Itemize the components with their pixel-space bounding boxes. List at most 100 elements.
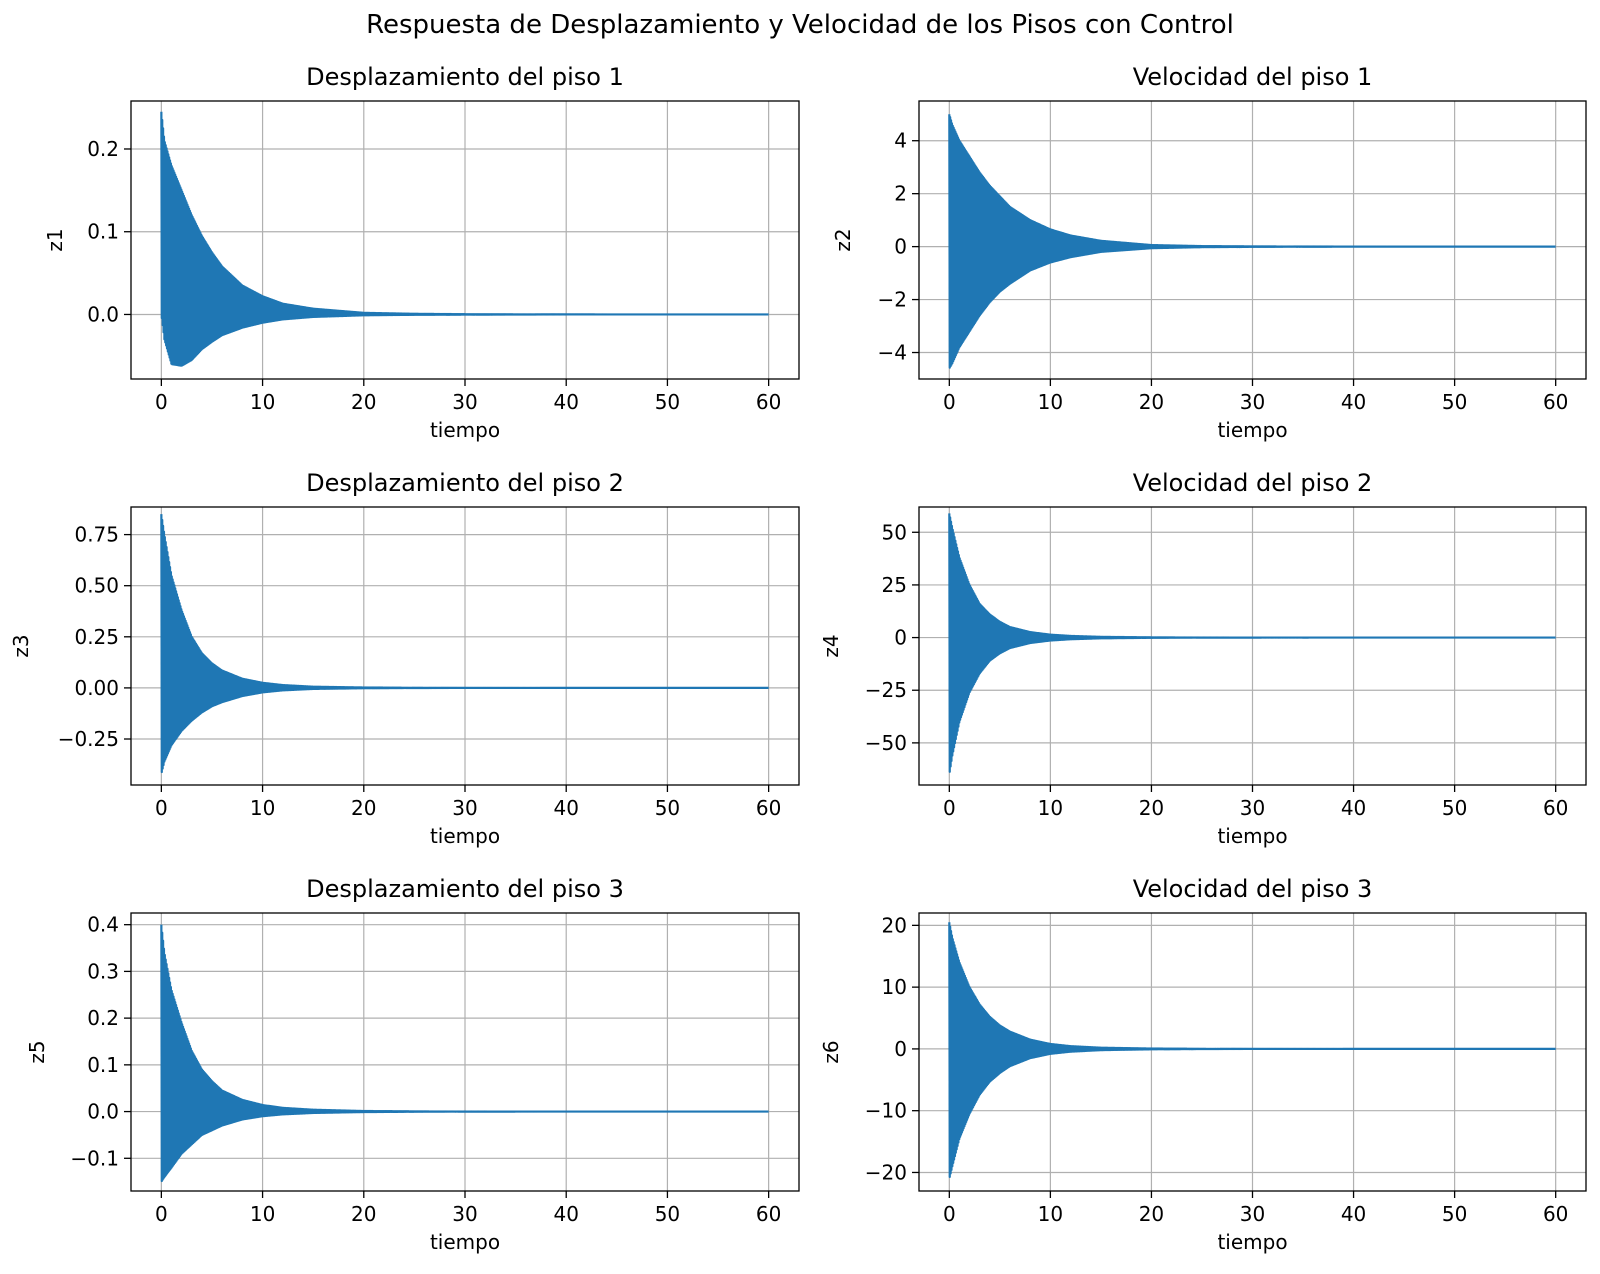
x-tick-label: 0 xyxy=(155,1202,168,1226)
y-tick-label: 0.1 xyxy=(87,1053,119,1077)
y-tick-label: 10 xyxy=(882,975,907,999)
x-tick-label: 50 xyxy=(1442,796,1467,820)
x-tick-label: 40 xyxy=(553,796,578,820)
x-tick-label: 40 xyxy=(553,1202,578,1226)
x-tick-label: 20 xyxy=(1139,1202,1164,1226)
x-tick-label: 50 xyxy=(655,1202,680,1226)
x-tick-label: 60 xyxy=(756,1202,781,1226)
x-axis-label: tiempo xyxy=(1217,824,1287,848)
series-line-z5 xyxy=(160,924,770,1183)
x-tick-label: 0 xyxy=(155,390,168,414)
x-tick-label: 30 xyxy=(452,1202,477,1226)
y-tick-label: 0.4 xyxy=(87,913,119,937)
x-tick-label: 30 xyxy=(452,796,477,820)
x-tick-label: 50 xyxy=(655,796,680,820)
x-tick-label: 10 xyxy=(250,1202,275,1226)
y-tick-label: 0.00 xyxy=(74,676,119,700)
x-tick-label: 20 xyxy=(1139,390,1164,414)
x-tick-label: 40 xyxy=(1341,1202,1366,1226)
subplot-title: Velocidad del piso 1 xyxy=(1133,63,1373,91)
x-axis-label: tiempo xyxy=(430,1230,500,1254)
y-axis-label: z4 xyxy=(819,634,843,657)
x-tick-label: 0 xyxy=(943,1202,956,1226)
y-tick-label: 0.0 xyxy=(87,1100,119,1124)
x-tick-label: 40 xyxy=(1341,796,1366,820)
x-tick-label: 30 xyxy=(452,390,477,414)
x-tick-label: 30 xyxy=(1240,390,1265,414)
subplot-title: Velocidad del piso 3 xyxy=(1133,875,1373,903)
y-tick-label: −2 xyxy=(878,288,907,312)
y-tick-label: 0 xyxy=(894,235,907,259)
y-tick-label: 0.0 xyxy=(87,302,119,326)
y-tick-label: 0.3 xyxy=(87,959,119,983)
x-tick-label: 40 xyxy=(1341,390,1366,414)
y-axis-label: z3 xyxy=(9,634,33,657)
x-tick-label: 60 xyxy=(1543,390,1568,414)
y-tick-label: 2 xyxy=(894,182,907,206)
x-tick-label: 0 xyxy=(943,390,956,414)
subplot-title: Desplazamiento del piso 3 xyxy=(306,875,624,903)
x-tick-label: 30 xyxy=(1240,1202,1265,1226)
x-tick-label: 20 xyxy=(351,796,376,820)
y-axis-label: z5 xyxy=(25,1040,49,1063)
y-tick-label: −0.1 xyxy=(70,1146,119,1170)
x-tick-label: 50 xyxy=(1442,390,1467,414)
subplot-title: Velocidad del piso 2 xyxy=(1133,469,1373,497)
x-tick-label: 10 xyxy=(1038,390,1063,414)
x-tick-label: 60 xyxy=(1543,796,1568,820)
y-axis-label: z1 xyxy=(43,228,67,251)
x-tick-label: 0 xyxy=(155,796,168,820)
y-tick-label: 0.75 xyxy=(74,523,119,547)
x-tick-label: 60 xyxy=(756,796,781,820)
x-tick-label: 40 xyxy=(553,390,578,414)
series-line-z2 xyxy=(948,114,1557,369)
y-tick-label: 25 xyxy=(882,573,907,597)
subplot-5: 0 10 20 30 40 50 60 −0.1 0.0 0.1 0.2 0.3 0.4 Desplaza… xyxy=(25,875,800,1254)
x-tick-label: 10 xyxy=(1038,1202,1063,1226)
y-tick-label: 0.25 xyxy=(74,625,119,649)
y-tick-label: 0.1 xyxy=(87,220,119,244)
y-tick-label: −4 xyxy=(878,341,907,365)
y-tick-label: −10 xyxy=(865,1099,907,1123)
x-axis-label: tiempo xyxy=(430,418,500,442)
subplot-title: Desplazamiento del piso 1 xyxy=(306,63,624,91)
y-tick-label: 4 xyxy=(894,129,907,153)
y-tick-label: 0 xyxy=(894,626,907,650)
x-tick-label: 20 xyxy=(351,390,376,414)
y-tick-label: 50 xyxy=(882,520,907,544)
series-line-z6 xyxy=(948,922,1557,1178)
y-tick-label: −0.25 xyxy=(58,727,119,751)
x-tick-label: 20 xyxy=(351,1202,376,1226)
x-tick-label: 50 xyxy=(655,390,680,414)
y-axis-label: z6 xyxy=(819,1040,843,1063)
subplot-6: 0 10 20 30 40 50 60 −20 −10 0 10 20 Velocidad del pi… xyxy=(819,875,1587,1254)
x-tick-label: 60 xyxy=(756,390,781,414)
x-tick-label: 20 xyxy=(1139,796,1164,820)
x-tick-label: 60 xyxy=(1543,1202,1568,1226)
x-tick-label: 50 xyxy=(1442,1202,1467,1226)
y-tick-label: 0 xyxy=(894,1037,907,1061)
y-tick-label: 0.2 xyxy=(87,1006,119,1030)
subplot-1: 0 10 20 30 40 50 60 0.0 0.1 0.2 Desplazamiento del… xyxy=(43,63,800,442)
x-tick-label: 10 xyxy=(250,796,275,820)
x-axis-label: tiempo xyxy=(1217,418,1287,442)
series-line-z3 xyxy=(160,514,770,774)
x-tick-label: 10 xyxy=(1038,796,1063,820)
y-tick-label: −50 xyxy=(865,731,907,755)
x-tick-label: 30 xyxy=(1240,796,1265,820)
y-tick-label: 0.2 xyxy=(87,137,119,161)
y-tick-label: 20 xyxy=(882,913,907,937)
series-line-z1 xyxy=(160,111,770,367)
series-line-z4 xyxy=(948,513,1557,773)
y-axis-label: z2 xyxy=(831,228,855,251)
subplot-4: 0 10 20 30 40 50 60 −50 −25 0 25 50 Velocidad del pi… xyxy=(819,469,1587,848)
x-axis-label: tiempo xyxy=(1217,1230,1287,1254)
x-axis-label: tiempo xyxy=(430,824,500,848)
subplot-2: 0 10 20 30 40 50 60 −4 −2 0 2 4 Velocidad del piso 1… xyxy=(831,63,1587,442)
x-tick-label: 10 xyxy=(250,390,275,414)
x-tick-label: 0 xyxy=(943,796,956,820)
figure-title: Respuesta de Desplazamiento y Velocidad … xyxy=(366,10,1234,40)
subplot-title: Desplazamiento del piso 2 xyxy=(306,469,624,497)
y-tick-label: −25 xyxy=(865,678,907,702)
